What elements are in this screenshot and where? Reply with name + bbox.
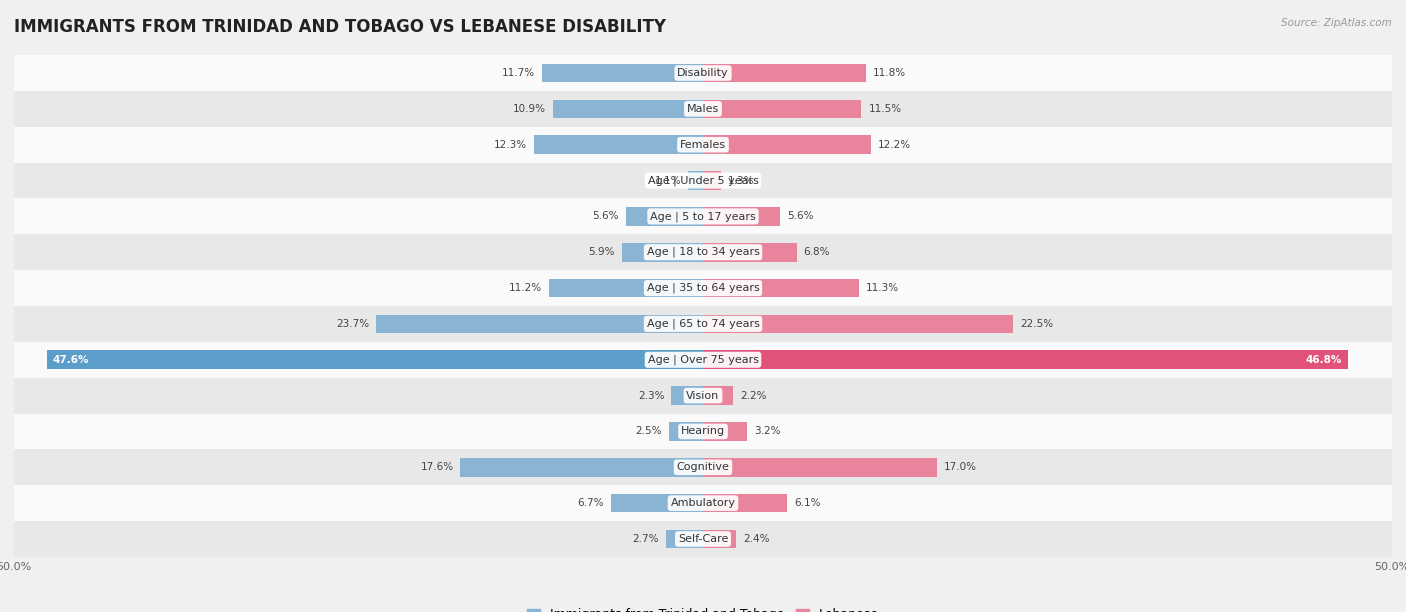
Bar — [703, 243, 797, 261]
Bar — [48, 351, 703, 369]
Text: 11.8%: 11.8% — [873, 68, 905, 78]
Text: 2.3%: 2.3% — [638, 390, 665, 401]
Bar — [703, 386, 734, 405]
Bar — [703, 135, 872, 154]
Text: 6.8%: 6.8% — [804, 247, 830, 257]
Text: 47.6%: 47.6% — [52, 355, 89, 365]
Text: Age | Over 75 years: Age | Over 75 years — [648, 354, 758, 365]
Legend: Immigrants from Trinidad and Tobago, Lebanese: Immigrants from Trinidad and Tobago, Leb… — [522, 603, 884, 612]
Text: 5.6%: 5.6% — [787, 211, 814, 222]
Text: 11.2%: 11.2% — [509, 283, 541, 293]
Text: 6.1%: 6.1% — [794, 498, 821, 508]
Bar — [461, 458, 703, 477]
Bar — [14, 198, 1392, 234]
Bar — [621, 243, 703, 261]
Text: Cognitive: Cognitive — [676, 462, 730, 472]
Text: 46.8%: 46.8% — [1306, 355, 1343, 365]
Bar — [703, 494, 787, 512]
Bar — [626, 207, 703, 226]
Bar — [14, 521, 1392, 557]
Bar — [703, 278, 859, 297]
Bar — [688, 171, 703, 190]
Bar — [669, 422, 703, 441]
Bar — [14, 414, 1392, 449]
Text: 11.3%: 11.3% — [866, 283, 898, 293]
Bar — [703, 458, 938, 477]
Text: 3.2%: 3.2% — [754, 427, 780, 436]
Bar — [541, 64, 703, 83]
Text: Females: Females — [681, 140, 725, 150]
Text: 1.1%: 1.1% — [654, 176, 681, 185]
Text: 5.6%: 5.6% — [592, 211, 619, 222]
Bar — [14, 306, 1392, 342]
Text: 2.4%: 2.4% — [742, 534, 769, 544]
Text: Age | 35 to 64 years: Age | 35 to 64 years — [647, 283, 759, 293]
Bar — [14, 485, 1392, 521]
Bar — [377, 315, 703, 334]
Bar — [548, 278, 703, 297]
Bar — [14, 449, 1392, 485]
Bar — [703, 64, 866, 83]
Bar — [703, 207, 780, 226]
Text: Age | 18 to 34 years: Age | 18 to 34 years — [647, 247, 759, 258]
Bar — [14, 55, 1392, 91]
Text: Vision: Vision — [686, 390, 720, 401]
Text: 6.7%: 6.7% — [578, 498, 603, 508]
Text: 12.2%: 12.2% — [877, 140, 911, 150]
Bar — [14, 91, 1392, 127]
Bar — [14, 342, 1392, 378]
Bar — [533, 135, 703, 154]
Bar — [703, 171, 721, 190]
Text: 11.7%: 11.7% — [502, 68, 534, 78]
Text: Disability: Disability — [678, 68, 728, 78]
Bar — [703, 315, 1012, 334]
Bar — [610, 494, 703, 512]
Text: Age | Under 5 years: Age | Under 5 years — [648, 175, 758, 186]
Bar — [14, 127, 1392, 163]
Text: 12.3%: 12.3% — [494, 140, 527, 150]
Text: Self-Care: Self-Care — [678, 534, 728, 544]
Bar — [553, 100, 703, 118]
Bar — [14, 270, 1392, 306]
Text: 10.9%: 10.9% — [513, 104, 546, 114]
Text: Source: ZipAtlas.com: Source: ZipAtlas.com — [1281, 18, 1392, 28]
Text: 1.3%: 1.3% — [728, 176, 754, 185]
Text: Males: Males — [688, 104, 718, 114]
Text: Ambulatory: Ambulatory — [671, 498, 735, 508]
Text: 17.0%: 17.0% — [945, 462, 977, 472]
Bar — [14, 378, 1392, 414]
Bar — [14, 234, 1392, 270]
Text: 11.5%: 11.5% — [869, 104, 901, 114]
Text: Hearing: Hearing — [681, 427, 725, 436]
Text: 2.7%: 2.7% — [633, 534, 659, 544]
Text: 17.6%: 17.6% — [420, 462, 454, 472]
Bar — [703, 100, 862, 118]
Bar — [666, 529, 703, 548]
Bar — [703, 351, 1348, 369]
Text: IMMIGRANTS FROM TRINIDAD AND TOBAGO VS LEBANESE DISABILITY: IMMIGRANTS FROM TRINIDAD AND TOBAGO VS L… — [14, 18, 666, 36]
Text: 2.5%: 2.5% — [636, 427, 662, 436]
Text: Age | 5 to 17 years: Age | 5 to 17 years — [650, 211, 756, 222]
Text: 23.7%: 23.7% — [336, 319, 370, 329]
Bar — [703, 422, 747, 441]
Bar — [14, 163, 1392, 198]
Text: 5.9%: 5.9% — [588, 247, 614, 257]
Text: Age | 65 to 74 years: Age | 65 to 74 years — [647, 319, 759, 329]
Bar — [703, 529, 737, 548]
Bar — [671, 386, 703, 405]
Text: 22.5%: 22.5% — [1019, 319, 1053, 329]
Text: 2.2%: 2.2% — [740, 390, 766, 401]
